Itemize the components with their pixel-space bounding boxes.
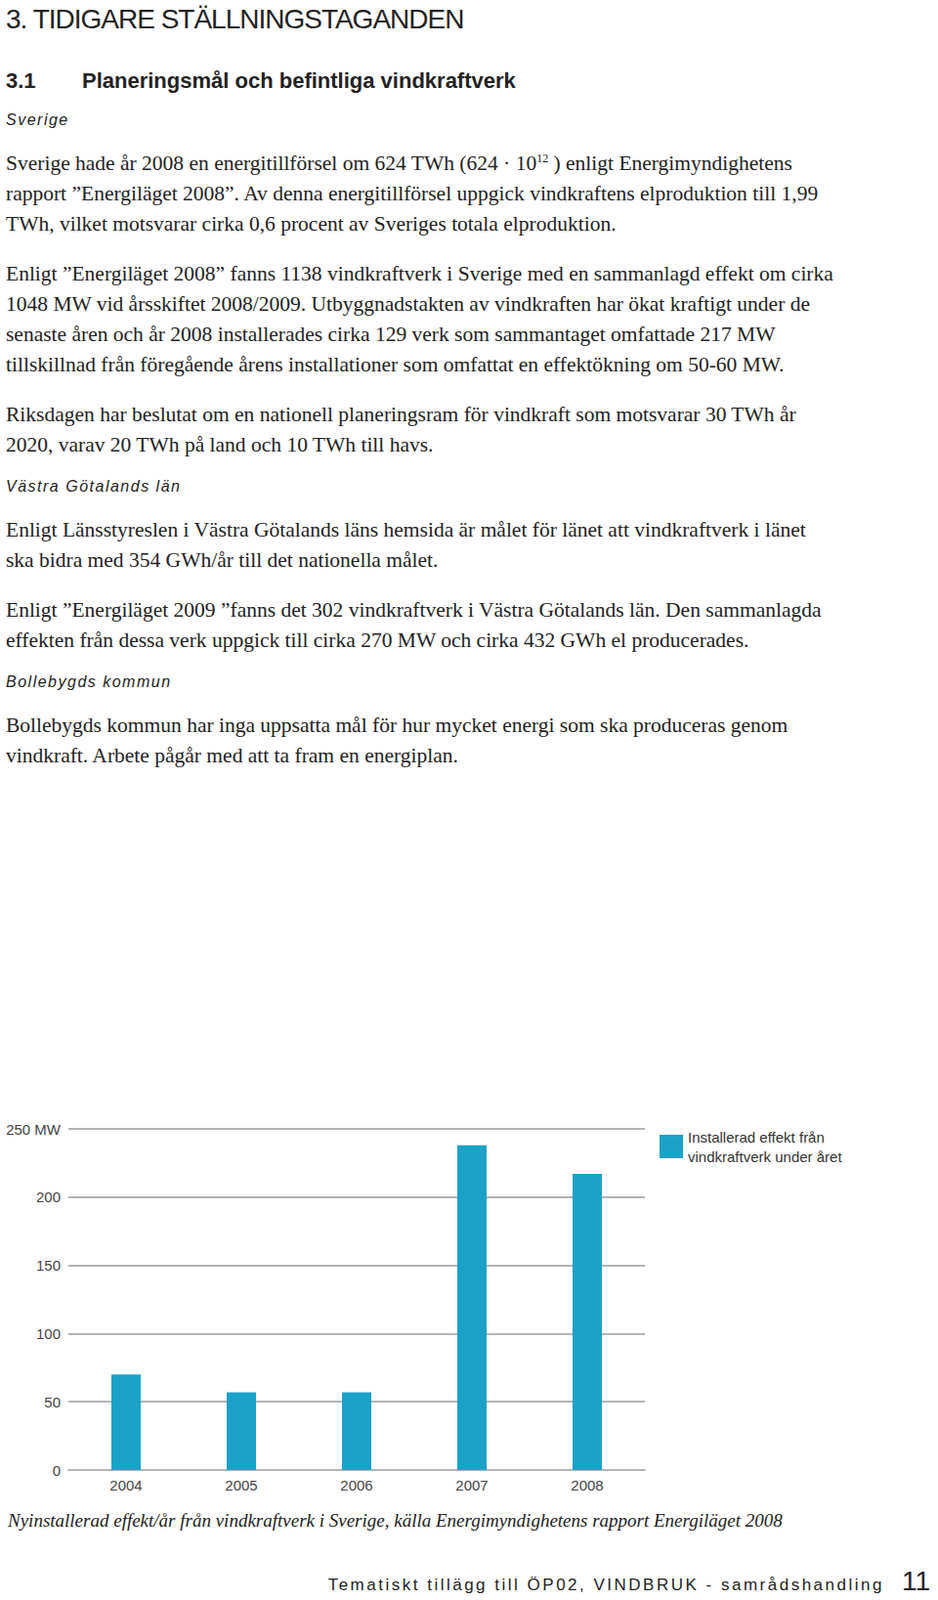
html-text:3. TIDIGARE STÄLLNINGSTAGANDEN: 3. TIDIGARE STÄLLNINGSTAGANDEN bbox=[5, 3, 464, 35]
html-text:Enligt ”Energiläget 2008” fann: Enligt ”Energiläget 2008” fanns 1138 vin… bbox=[5, 261, 834, 377]
svg-text:100: 100 bbox=[36, 1324, 61, 1342]
html-text:11: 11 bbox=[901, 1565, 931, 1596]
svg-text:200: 200 bbox=[36, 1188, 61, 1205]
html-text:12) enligt Energimyndighetens: 12) enligt Energimyndighetens rapport ”E… bbox=[5, 151, 818, 236]
html-text:Nyinstallerad effekt/år från v: Nyinstallerad effekt/år från vindkraftve… bbox=[7, 1509, 783, 1531]
svg-text:0: 0 bbox=[52, 1461, 61, 1479]
html-text:Enligt ”Energiläget 2009 ”fann: Enligt ”Energiläget 2009 ”fanns det 302 … bbox=[5, 597, 822, 652]
html-text:Sverige: Sverige bbox=[5, 111, 70, 128]
svg-text:2006: 2006 bbox=[340, 1476, 373, 1493]
html-text:3.1: 3.1 bbox=[5, 68, 36, 93]
svg-text:2007: 2007 bbox=[455, 1476, 488, 1493]
svg-text:50: 50 bbox=[43, 1393, 61, 1410]
svg-text:Installerad effekt från: Installerad effekt från bbox=[687, 1128, 829, 1146]
svg-text:vindkraftverk under året: vindkraftverk under året bbox=[687, 1148, 843, 1165]
html-text:Planeringsmål och befintliga v: Planeringsmål och befintliga vindkraftve… bbox=[82, 68, 516, 93]
html-text:Sverige hade år 2008 en energi: Sverige hade år 2008 en energitillförsel… bbox=[5, 151, 537, 175]
svg-text:2004: 2004 bbox=[109, 1476, 142, 1493]
html-text:Bollebygds kommun har inga upp: Bollebygds kommun har inga uppsatta mål … bbox=[5, 713, 788, 768]
svg-text:2005: 2005 bbox=[224, 1476, 257, 1493]
svg-text:150: 150 bbox=[36, 1256, 61, 1274]
svg-text:250 MW: 250 MW bbox=[5, 1120, 62, 1138]
html-text:Enligt Länsstyreslen i Västra: Enligt Länsstyreslen i Västra Götalands … bbox=[5, 517, 806, 572]
html-text:Tematiskt tillägg till ÖP02, V: Tematiskt tillägg till ÖP02, VINDBRUK - … bbox=[327, 1575, 885, 1594]
html-text:Västra Götalands län: Västra Götalands län bbox=[5, 477, 182, 495]
html-text:Riksdagen har beslutat om en n: Riksdagen har beslutat om en nationell p… bbox=[5, 402, 796, 457]
html-text:Bollebygds kommun: Bollebygds kommun bbox=[5, 673, 172, 690]
svg-text:2008: 2008 bbox=[570, 1476, 603, 1493]
